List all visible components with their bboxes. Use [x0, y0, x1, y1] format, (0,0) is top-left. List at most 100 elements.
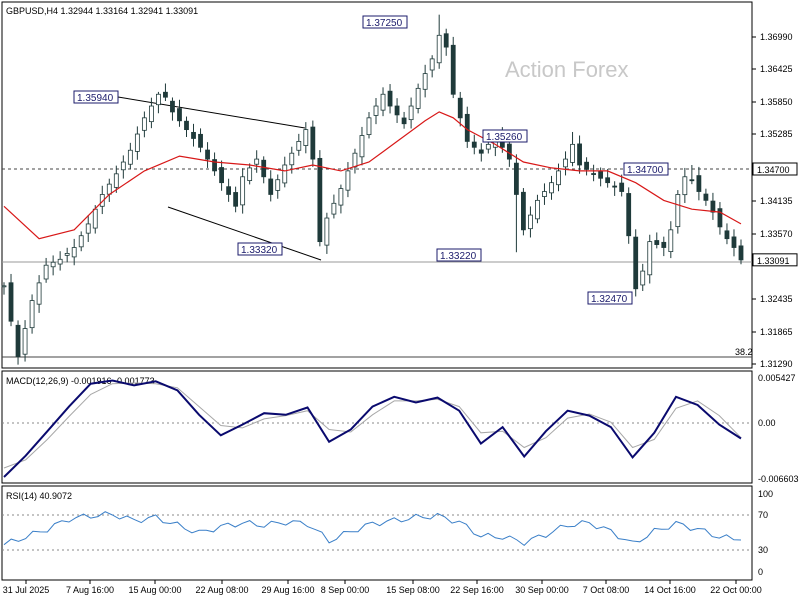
x-tick-label: 14 Oct 16:00 [644, 585, 696, 595]
axes-layer: 1.36990 1.36425 1.35850 1.35285 1.34135 1.335… [3, 32, 799, 595]
x-tick-label: 7 Aug 16:00 [66, 585, 114, 595]
candle-body [324, 217, 330, 246]
candle-body [633, 236, 639, 290]
price-label-text: 1.34700 [627, 165, 664, 176]
candle-body [521, 191, 526, 231]
candle-body [1, 285, 7, 288]
price-label-box [587, 291, 633, 305]
resistance-price-tag: 1.34700 [752, 162, 798, 176]
candle-body [513, 162, 519, 195]
moving-average-layer [3, 111, 742, 240]
candle-body [485, 143, 491, 150]
candle-body [156, 93, 161, 106]
candle-body [436, 34, 442, 64]
candle-body [15, 324, 21, 357]
rsi-line [3, 511, 742, 547]
candle-body [359, 135, 365, 158]
price-label-high-1: 1.35940 [73, 90, 119, 104]
candle-body [738, 245, 744, 261]
x-tick-label: 22 Oct 00:00 [710, 585, 762, 595]
candle-body [247, 167, 253, 181]
candle-body [43, 264, 49, 280]
candle-body [29, 300, 35, 329]
candle-body [310, 126, 316, 160]
candle-body [717, 208, 723, 228]
candle-body [148, 105, 154, 123]
price-label-text: 1.35940 [77, 93, 114, 104]
candle-body [450, 44, 456, 95]
x-tick-label: 8 Sep 00:00 [321, 585, 370, 595]
candle-body [134, 133, 140, 152]
watermark: Action Forex [505, 57, 629, 82]
x-tick-label: 15 Sep 08:00 [386, 585, 440, 595]
candle-body [289, 152, 295, 166]
candle-body [163, 91, 168, 98]
candle-body [345, 170, 351, 191]
macd-y-tick-label: -0.006603 [758, 474, 799, 484]
price-labels-layer: 1.35940 1.37250 1.35260 1.34700 1.33320 1.332… [73, 15, 798, 305]
moving-average-line [3, 111, 742, 240]
candle-body [408, 105, 414, 121]
candle-body [471, 141, 477, 148]
y-tick-label: 1.32435 [760, 294, 793, 304]
price-label-text: 1.33220 [440, 251, 477, 262]
candle-body [696, 175, 702, 192]
candle-body [612, 185, 618, 188]
candle-body [254, 158, 260, 165]
lower-trend-line [167, 206, 322, 261]
price-label-low-2: 1.33220 [436, 248, 482, 262]
candle-body [22, 328, 28, 355]
macd-panel [1, 370, 753, 484]
macd-y-tick-label: 0.005427 [758, 373, 796, 383]
candle-body [366, 117, 372, 136]
candle-body [226, 186, 232, 195]
x-tick-label: 30 Sep 00:00 [515, 585, 569, 595]
candle-body [338, 188, 344, 206]
current-price-text: 1.33091 [757, 256, 790, 266]
price-label-box [237, 242, 283, 256]
x-tick-label: 15 Aug 00:00 [128, 585, 181, 595]
candle-body [177, 108, 182, 122]
candle-body [261, 159, 267, 178]
price-label-text: 1.32470 [591, 294, 628, 305]
candle-body [113, 173, 119, 188]
price-label-text: 1.37250 [366, 18, 403, 29]
candle-body [647, 241, 653, 276]
price-label-box [436, 248, 482, 262]
current-price-tag: 1.33091 [752, 253, 798, 267]
candle-body [282, 164, 288, 184]
candle-body [605, 177, 611, 184]
candle-body [92, 208, 98, 229]
current-price-box [752, 253, 798, 267]
candle-body [85, 223, 91, 234]
candle-body [205, 149, 210, 160]
upper-trend-line [117, 96, 306, 129]
y-tick-label: 1.36990 [760, 32, 793, 42]
macd-y-tick-label: 0.00 [758, 418, 776, 428]
candle-body [668, 229, 674, 252]
candle-body [233, 192, 239, 207]
x-tick-label: 29 Aug 16:00 [261, 585, 314, 595]
candle-body [275, 179, 281, 191]
candle-body [710, 200, 716, 213]
candle-body [331, 202, 337, 215]
candle-body [563, 158, 568, 168]
candle-body [57, 258, 63, 265]
rsi-panel [1, 485, 753, 581]
candle-body [542, 191, 547, 197]
macd-header: MACD(12,26,9) -0.001916 -0.001773 [6, 376, 155, 386]
candle-body [415, 87, 421, 109]
resistance-price-text: 1.34700 [757, 165, 790, 175]
rsi-layer [3, 511, 742, 547]
candle-body [661, 241, 667, 248]
candle-body [619, 182, 625, 192]
candle-body [394, 105, 400, 116]
candle-body [120, 161, 126, 171]
macd-layer [3, 379, 742, 478]
candle-body [682, 176, 688, 196]
x-tick-label: 7 Oct 08:00 [583, 585, 630, 595]
candle-body [689, 179, 695, 182]
candles-layer [1, 14, 744, 365]
candle-body [127, 149, 133, 165]
